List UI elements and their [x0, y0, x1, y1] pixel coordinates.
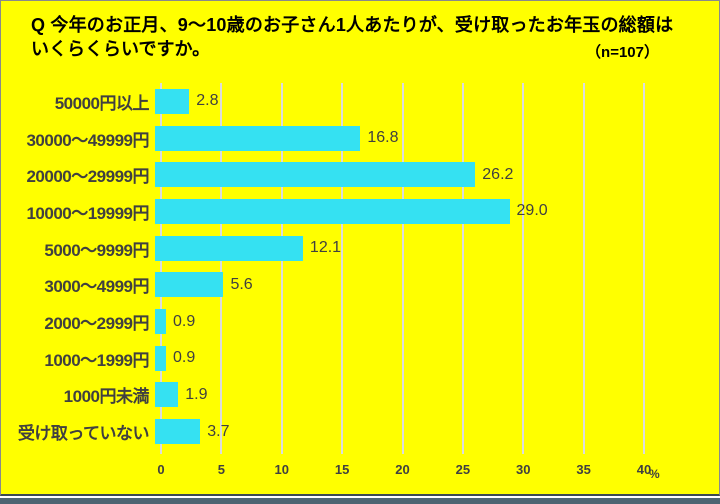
category-label: 1000～1999円 — [44, 350, 149, 370]
sample-size: （n=107） — [586, 43, 659, 61]
bar — [155, 309, 166, 335]
row-plot: 2.8 — [155, 83, 644, 120]
chart-row: 20000～29999円 26.2 — [5, 156, 644, 193]
chart-row: 受け取っていない 3.7 — [5, 413, 644, 450]
bar — [155, 345, 166, 371]
bar — [155, 235, 303, 261]
value-label: 16.8 — [367, 129, 399, 147]
value-label: 0.9 — [173, 349, 196, 367]
bar — [155, 198, 510, 224]
bar — [155, 162, 476, 188]
bar — [155, 272, 224, 298]
x-tick-0: 0 — [157, 462, 165, 477]
row-plot: 29.0 — [155, 193, 644, 230]
x-tick-35: 35 — [576, 462, 591, 477]
chart-row: 1000円未満 1.9 — [5, 377, 644, 414]
category-label: 20000～29999円 — [26, 167, 149, 187]
chart-row: 30000～49999円 16.8 — [5, 120, 644, 157]
x-tick-15: 15 — [334, 462, 350, 477]
category-label: 5000～9999円 — [44, 240, 149, 260]
value-label: 3.7 — [207, 422, 230, 440]
chart-row: 2000～2999円 0.9 — [5, 303, 644, 340]
value-label: 26.2 — [482, 165, 514, 183]
category-label: 10000～19999円 — [26, 203, 149, 223]
x-tick-40: 40 — [636, 462, 652, 477]
x-tick-5: 5 — [217, 462, 225, 477]
x-tick-10: 10 — [274, 462, 289, 477]
x-axis: % 0 5 10 15 20 25 30 35 40 — [157, 458, 659, 481]
value-label: 5.6 — [230, 275, 253, 293]
question-title-block: Q 今年のお正月、9～10歳のお子さん1人あたりが、受け取ったお年玉の総額は い… — [31, 13, 687, 62]
value-label: 1.9 — [185, 385, 208, 403]
row-plot: 1.9 — [155, 377, 644, 414]
category-label: 3000～4999円 — [44, 277, 149, 297]
x-axis-unit: % — [649, 467, 660, 481]
bar-chart: 50000円以上 2.8 30000～49999円 16.8 20000～29999円 2… — [5, 83, 660, 481]
row-plot: 5.6 — [155, 267, 644, 304]
x-tick-30: 30 — [516, 462, 531, 477]
question-title-line1: Q 今年のお正月、9～10歳のお子さん1人あたりが、受け取ったお年玉の総額は — [31, 15, 674, 35]
question-title-line2: いくらくらいですか。 — [31, 39, 211, 60]
category-label: 50000円以上 — [54, 93, 150, 113]
chart-row: 50000円以上 2.8 — [5, 83, 644, 120]
bar — [155, 382, 179, 408]
row-plot: 3.7 — [155, 413, 644, 450]
row-plot: 12.1 — [155, 230, 644, 267]
value-label: 0.9 — [173, 312, 196, 330]
bottom-strip — [0, 498, 720, 504]
x-tick-25: 25 — [455, 462, 471, 477]
category-label: 受け取っていない — [17, 424, 150, 444]
bar — [155, 419, 201, 445]
category-label: 2000～2999円 — [44, 314, 149, 334]
value-label: 12.1 — [309, 239, 342, 257]
category-label: 30000～49999円 — [26, 130, 149, 150]
bar — [155, 125, 361, 151]
row-plot: 0.9 — [155, 340, 644, 377]
chart-row: 10000～19999円 29.0 — [5, 193, 644, 230]
value-label: 29.0 — [516, 202, 548, 220]
category-label: 1000円未満 — [63, 387, 150, 407]
row-plot: 0.9 — [155, 303, 644, 340]
row-plot: 16.8 — [155, 120, 644, 157]
bar — [155, 88, 190, 114]
chart-row: 3000～4999円 5.6 — [5, 267, 644, 304]
row-plot: 26.2 — [155, 156, 644, 193]
chart-row: 5000～9999円 12.1 — [5, 230, 644, 267]
value-label: 2.8 — [196, 92, 219, 110]
x-tick-20: 20 — [395, 462, 410, 477]
chart-rows: 50000円以上 2.8 30000～49999円 16.8 20000～29999円 2… — [5, 83, 644, 450]
chart-row: 1000～1999円 0.9 — [5, 340, 644, 377]
